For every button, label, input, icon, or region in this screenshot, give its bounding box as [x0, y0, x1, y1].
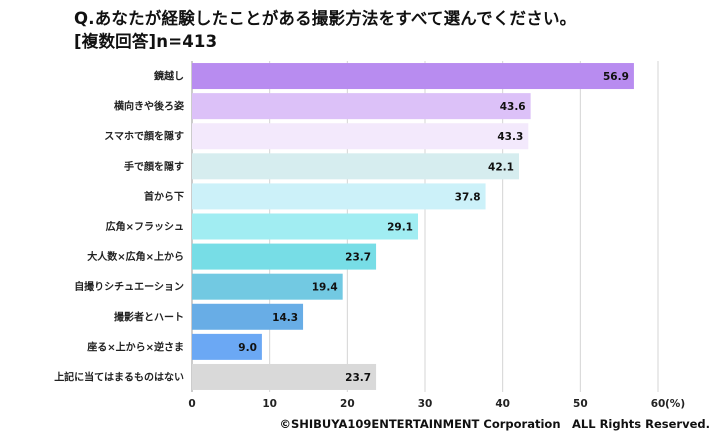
bar	[192, 63, 634, 90]
bars	[192, 63, 634, 390]
bar	[192, 93, 531, 120]
value-label: 29.1	[387, 222, 413, 234]
bar	[192, 213, 419, 240]
bar	[192, 363, 377, 390]
category-label: 座る×上から×逆さま	[86, 340, 184, 353]
bar	[192, 153, 519, 180]
category-label: 上記に当てはまるものはない	[54, 370, 184, 383]
x-tick-label: 20	[340, 398, 355, 410]
bar	[192, 243, 377, 270]
value-label: 14.3	[272, 312, 298, 324]
value-label: 42.1	[488, 161, 514, 173]
category-labels: 鏡越し横向きや後ろ姿スマホで顔を隠す手で顔を隠す首から下広角×フラッシュ大人数×…	[54, 70, 184, 384]
x-tick-label: 10	[262, 398, 277, 410]
value-label: 23.7	[345, 372, 371, 384]
bar	[192, 183, 486, 210]
x-tick-label: 50	[573, 398, 588, 410]
value-label: 9.0	[238, 342, 257, 354]
bar	[192, 123, 529, 150]
value-label: 56.9	[603, 71, 629, 83]
copyright-notice: ©SHIBUYA109ENTERTAINMENT Corporation ALL…	[279, 417, 710, 431]
value-label: 43.3	[497, 131, 523, 143]
category-label: 自撮りシチュエーション	[74, 280, 184, 293]
x-tick-label: 60	[651, 398, 666, 410]
category-label: 手で顔を隠す	[124, 160, 184, 173]
bar	[192, 303, 304, 330]
x-tick-label: 0	[188, 398, 195, 410]
category-label: 横向きや後ろ姿	[114, 100, 184, 113]
value-labels: 56.9 43.6 43.3 42.1 37.8 29.1 23.7 19.4 14.3 9.0 2…	[238, 71, 629, 384]
value-label: 23.7	[345, 252, 371, 264]
bar	[192, 333, 262, 360]
value-label: 37.8	[455, 191, 481, 203]
category-label: スマホで顔を隠す	[104, 130, 184, 143]
value-label: 19.4	[312, 282, 338, 294]
category-label: 撮影者とハート	[114, 310, 184, 323]
chart-title: Q.あなたが経験したことがある撮影方法をすべて選んでください。	[74, 9, 577, 28]
value-label: 43.6	[500, 101, 526, 113]
tick-labels: 0 10 20 30 40 50 60 (%)	[188, 398, 685, 410]
category-label: 広角×フラッシュ	[106, 220, 184, 233]
category-label: 大人数×広角×上から	[87, 250, 184, 263]
chart-subtitle: [複数回答]n=413	[74, 32, 218, 51]
x-unit-label: (%)	[665, 398, 685, 410]
bar	[192, 273, 343, 300]
x-tick-label: 30	[418, 398, 433, 410]
x-tick-label: 40	[495, 398, 510, 410]
category-label: 首から下	[144, 190, 184, 203]
category-label: 鏡越し	[154, 70, 184, 83]
